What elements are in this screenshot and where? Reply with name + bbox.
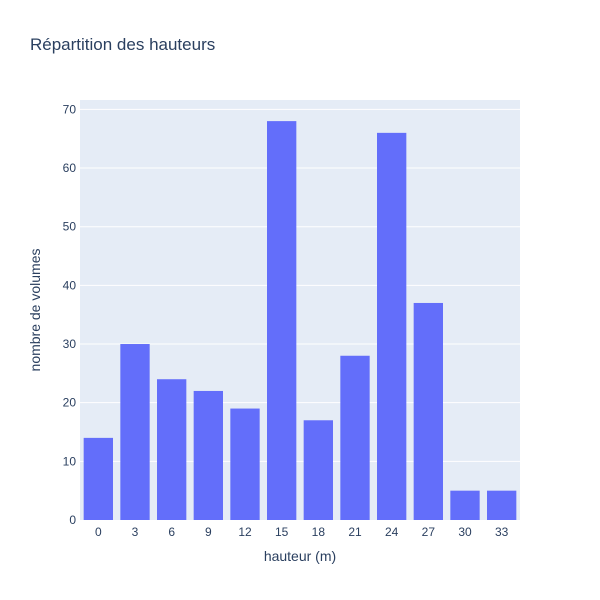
y-tick-label: 70 — [63, 102, 77, 116]
bar-0[interactable] — [83, 437, 113, 520]
x-tick-label: 9 — [205, 525, 212, 539]
bar-6[interactable] — [157, 379, 187, 520]
y-axis-title: nombre de volumes — [27, 249, 43, 372]
x-tick-label: 21 — [348, 525, 362, 539]
x-tick-label: 24 — [385, 525, 399, 539]
y-tick-label: 0 — [69, 513, 76, 527]
bar-18[interactable] — [303, 420, 333, 520]
y-tick-label: 30 — [63, 337, 77, 351]
chart-title: Répartition des hauteurs — [30, 35, 215, 54]
bar-24[interactable] — [377, 132, 407, 520]
bar-33[interactable] — [487, 490, 517, 520]
x-tick-label: 18 — [312, 525, 326, 539]
x-axis-title: hauteur (m) — [264, 548, 336, 564]
y-tick-label: 20 — [63, 396, 77, 410]
x-tick-label: 6 — [168, 525, 175, 539]
x-tick-label: 30 — [458, 525, 472, 539]
bar-12[interactable] — [230, 408, 260, 520]
y-gridlines — [80, 108, 520, 462]
y-tick-label: 40 — [63, 278, 77, 292]
x-tick-label: 12 — [238, 525, 252, 539]
bars-group — [83, 121, 517, 521]
x-tick-label: 27 — [422, 525, 436, 539]
x-tick-label: 15 — [275, 525, 289, 539]
y-tick-label: 50 — [63, 220, 77, 234]
y-tick-label: 60 — [63, 161, 77, 175]
y-tick-labels: 0 10 20 30 40 50 60 70 — [63, 102, 77, 527]
bar-9[interactable] — [193, 390, 223, 520]
bar-3[interactable] — [120, 344, 150, 520]
x-tick-label: 0 — [95, 525, 102, 539]
bar-27[interactable] — [413, 302, 443, 520]
bar-30[interactable] — [450, 490, 480, 520]
bar-15[interactable] — [267, 121, 297, 521]
x-tick-label: 3 — [132, 525, 139, 539]
y-tick-label: 10 — [63, 454, 77, 468]
x-tick-label: 33 — [495, 525, 509, 539]
x-tick-labels: 0 3 6 9 12 15 18 21 24 27 30 33 — [95, 525, 509, 539]
plot-area — [80, 100, 520, 520]
bar-21[interactable] — [340, 355, 370, 520]
